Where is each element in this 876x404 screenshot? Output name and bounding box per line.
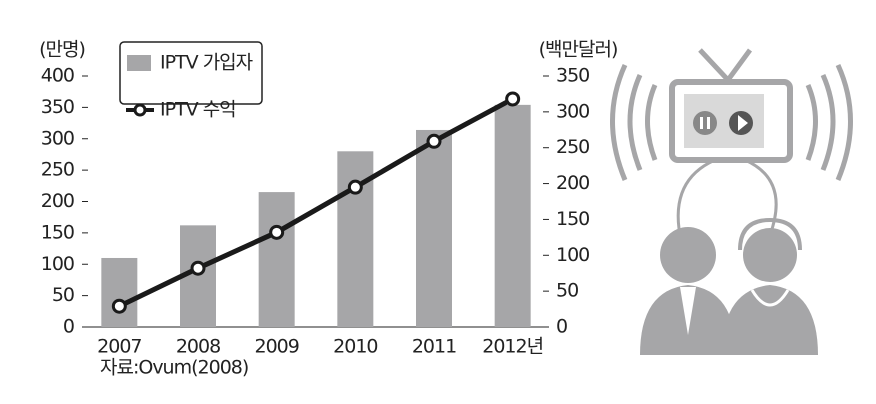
- y-tick-label: 400: [41, 65, 74, 87]
- legend-label: IPTV 수익: [160, 99, 236, 121]
- bar: [494, 104, 531, 328]
- y2-tick-label: 150: [556, 208, 589, 230]
- point: [505, 91, 521, 107]
- line: [118, 96, 514, 309]
- x-tick-label: 2011: [412, 336, 456, 358]
- y2-tick-label: 300: [556, 100, 589, 122]
- x-tick-label: 2010: [333, 336, 377, 358]
- y2-tick-label: 200: [556, 172, 589, 194]
- x-tick-label: 2007: [97, 336, 141, 358]
- bar: [258, 192, 295, 327]
- point: [426, 133, 442, 149]
- y-tick-label: 300: [41, 127, 74, 149]
- x-tick-label: 2008: [176, 336, 220, 358]
- y-axis-label: (만명): [39, 39, 85, 61]
- point: [190, 260, 206, 276]
- x-tick-label: 2012년: [482, 336, 543, 358]
- x-tick-label: 2009: [254, 336, 298, 358]
- point: [347, 179, 363, 195]
- y2-tick-label: 100: [556, 244, 589, 266]
- y2-tick-label: 0: [556, 316, 567, 338]
- y-tick-label: 50: [52, 284, 74, 306]
- point: [111, 298, 127, 314]
- bar: [416, 129, 452, 327]
- illustration: [610, 48, 853, 355]
- y-tick-label: 0: [63, 316, 74, 338]
- legend-label: IPTV 가입자: [160, 52, 253, 74]
- y2-tick-label: 50: [556, 280, 578, 302]
- y-tick-label: 250: [41, 159, 74, 181]
- legend-swatch: [127, 55, 151, 71]
- legend-box: [119, 41, 263, 105]
- y2-tick-label: 250: [556, 136, 589, 158]
- y2-tick-label: 350: [556, 65, 589, 87]
- y-tick-label: 350: [41, 96, 74, 118]
- y2-axis-label: (백만달러): [539, 39, 618, 61]
- legend-marker: [133, 103, 147, 117]
- y-tick-label: 150: [41, 221, 74, 243]
- source: 자료:Ovum(2008): [100, 357, 248, 379]
- bar: [101, 257, 138, 327]
- y-tick-label: 200: [41, 190, 74, 212]
- point: [269, 224, 285, 240]
- y-tick-label: 100: [41, 253, 74, 275]
